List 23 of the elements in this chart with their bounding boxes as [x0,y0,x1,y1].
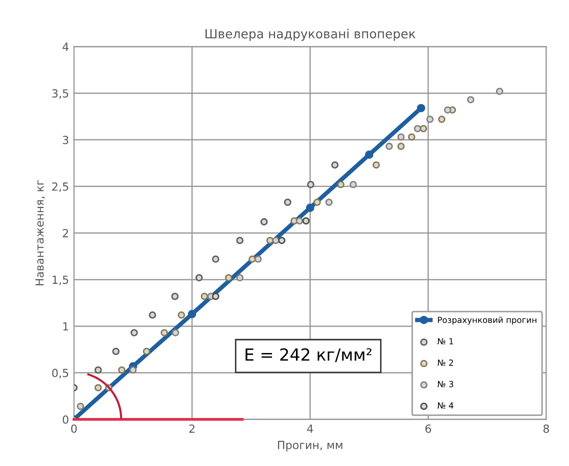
x-tick-label: 0 [71,424,77,433]
legend-label: № 1 [437,338,454,344]
y-tick-label: 2 [62,228,68,238]
y-tick-label: 3 [62,136,68,144]
x-tick-label: 2 [189,424,194,433]
annotation: E = 242 кг/мм² [246,348,372,362]
y-axis-title: Навантаження, кг [35,180,45,286]
y-tick-label: 0 [62,415,68,424]
x-tick-label: 4 [307,424,314,433]
x-axis-title: Прогин, мм [278,440,342,452]
legend-label: № 2 [437,360,453,366]
y-tick-label: 1,5 [52,276,68,286]
x-tick-label: 8 [543,424,550,433]
legend-label: № 3 [437,380,454,388]
y-tick-label: 1 [63,322,68,330]
y-tick-label: 4 [62,42,68,51]
x-tick-label: 6 [425,424,432,433]
y-tick-label: 0,5 [52,368,68,378]
legend-label: Розрахунковий прогин [438,316,536,325]
y-tick-label: 3,5 [52,89,68,99]
legend-label: № 4 [437,402,454,408]
y-tick-label: 2,5 [52,182,68,192]
chart-title: Швелера надруковані впоперек [206,28,416,41]
